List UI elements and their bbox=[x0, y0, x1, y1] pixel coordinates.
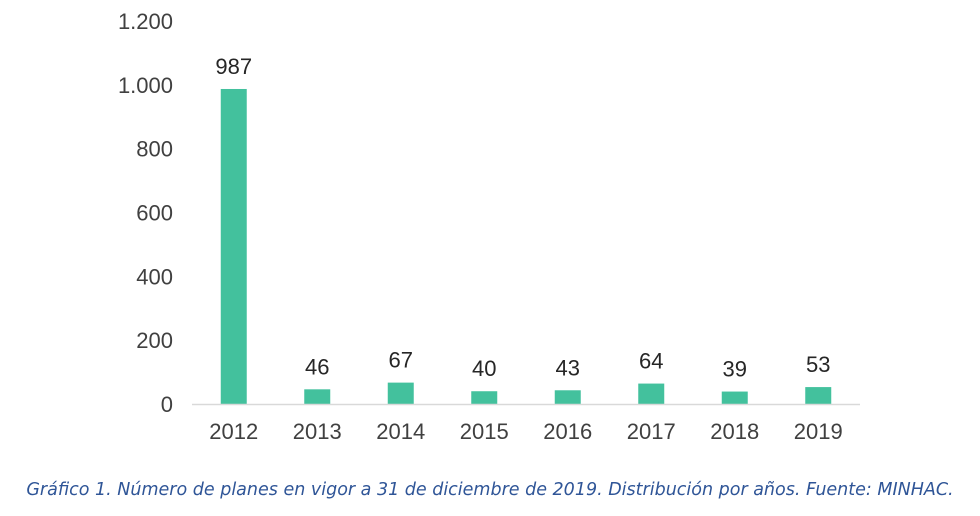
bar-2012 bbox=[220, 88, 247, 405]
x-tick-label: 2018 bbox=[710, 419, 759, 444]
bar-2018 bbox=[721, 391, 748, 404]
y-tick-label: 600 bbox=[136, 201, 173, 226]
y-tick-label: 800 bbox=[136, 137, 173, 162]
x-tick-label: 2013 bbox=[293, 419, 342, 444]
x-tick-label: 2017 bbox=[627, 419, 676, 444]
bar-2015 bbox=[471, 391, 498, 404]
figure-caption: Gráfico 1. Número de planes en vigor a 3… bbox=[26, 480, 954, 500]
x-axis-tick-labels: 2012 2013 2014 2015 2016 2017 2018 2019 bbox=[209, 419, 842, 444]
bar-2014 bbox=[387, 382, 414, 404]
bar-2016 bbox=[554, 390, 581, 404]
data-labels: 987 46 67 40 43 64 39 53 bbox=[215, 54, 830, 382]
x-tick-label: 2014 bbox=[376, 419, 425, 444]
y-tick-label: 1.000 bbox=[118, 73, 173, 98]
y-tick-label: 1.200 bbox=[118, 9, 173, 34]
data-label: 987 bbox=[215, 54, 252, 79]
data-label: 67 bbox=[389, 348, 413, 373]
y-tick-label: 200 bbox=[136, 328, 173, 353]
x-tick-label: 2015 bbox=[460, 419, 509, 444]
data-label: 40 bbox=[472, 356, 496, 381]
bar-chart: 0 200 400 600 800 1.000 1.200 987 46 67 40 43 64 39 5… bbox=[118, 9, 860, 444]
bar-2017 bbox=[638, 383, 665, 404]
x-tick-label: 2019 bbox=[794, 419, 843, 444]
x-tick-label: 2012 bbox=[209, 419, 258, 444]
y-tick-label: 0 bbox=[161, 392, 173, 417]
bar-2013 bbox=[304, 389, 331, 404]
data-label: 43 bbox=[556, 355, 580, 380]
bar-2019 bbox=[805, 387, 832, 404]
data-label: 53 bbox=[806, 352, 830, 377]
x-tick-label: 2016 bbox=[543, 419, 592, 444]
data-label: 46 bbox=[305, 354, 329, 379]
y-tick-label: 400 bbox=[136, 264, 173, 289]
y-axis-tick-labels: 0 200 400 600 800 1.000 1.200 bbox=[118, 9, 173, 417]
data-label: 39 bbox=[723, 357, 747, 382]
data-label: 64 bbox=[639, 349, 663, 374]
bars bbox=[220, 88, 832, 405]
